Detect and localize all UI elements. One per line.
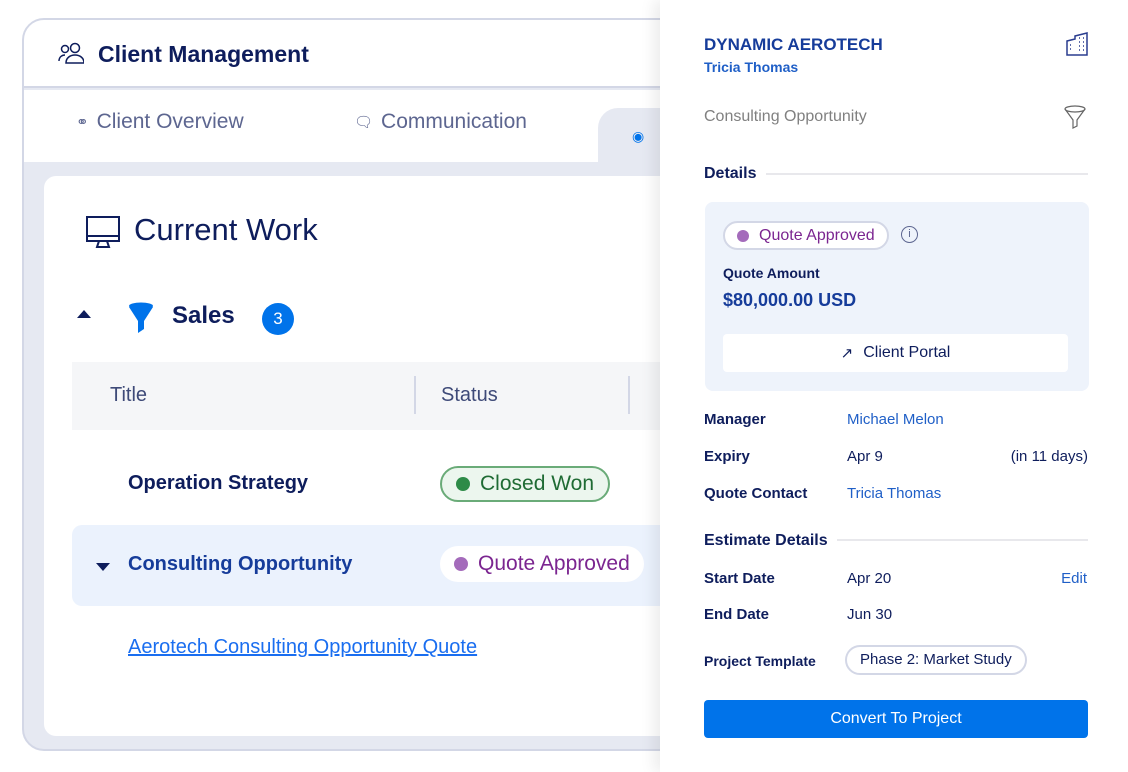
status-dot (737, 229, 749, 242)
column-divider[interactable] (414, 376, 416, 414)
tab-communication[interactable]: 🗨 Communication (354, 110, 527, 133)
edit-link[interactable]: Edit (1061, 570, 1087, 587)
row-title[interactable]: Consulting Opportunity (128, 553, 353, 575)
users-icon (58, 42, 84, 64)
manager-value[interactable]: Michael Melon (847, 411, 944, 428)
funnel-icon (129, 302, 153, 333)
manager-label: Manager (704, 411, 766, 428)
start-date-value: Apr 20 (847, 570, 892, 587)
funnel-outline-icon (1064, 105, 1086, 129)
quote-box: Quote Approved i Quote Amount $80,000.00… (705, 202, 1089, 391)
building-icon (1066, 32, 1088, 56)
project-template-chip[interactable]: Phase 2: Market Study (845, 645, 1027, 675)
group-label: Sales (172, 302, 235, 329)
divider (837, 539, 1088, 541)
detail-panel: DYNAMIC AEROTECH Tricia Thomas Consultin… (660, 0, 1128, 772)
column-divider[interactable] (628, 376, 630, 414)
quote-link[interactable]: Aerotech Consulting Opportunity Quote (128, 636, 478, 658)
project-template-label: Project Template (704, 653, 816, 669)
quote-amount-label: Quote Amount (723, 265, 820, 281)
expiry-value: Apr 9 (847, 448, 883, 465)
status-dot (456, 477, 470, 491)
start-date-label: Start Date (704, 570, 775, 587)
quote-contact-label: Quote Contact (704, 485, 808, 502)
status-badge: Quote Approved (723, 221, 889, 250)
end-date-label: End Date (704, 606, 770, 623)
table-row[interactable]: Operation Strategy Closed Won (72, 446, 1104, 526)
row-title[interactable]: Operation Strategy (128, 472, 309, 494)
expand-caret-icon[interactable] (96, 563, 110, 571)
client-portal-button[interactable]: ↗ Client Portal (723, 334, 1068, 372)
section-title: Current Work (134, 212, 318, 247)
status-badge: Closed Won (440, 466, 611, 502)
external-link-icon: ↗ (840, 345, 854, 362)
binoculars-icon: ⚭ (76, 114, 89, 131)
collapse-caret-icon[interactable] (77, 310, 91, 318)
estimate-heading: Estimate Details (704, 532, 828, 549)
expiry-relative: (in 11 days) (1010, 448, 1088, 465)
company-name: DYNAMIC AEROTECH (704, 35, 883, 54)
quote-amount: $80,000.00 USD (723, 290, 857, 310)
tab-client-overview[interactable]: ⚭ Client Overview (76, 110, 244, 133)
monitor-icon (86, 216, 120, 248)
status-dot (454, 557, 468, 571)
details-heading: Details (704, 165, 757, 182)
page-title: Client Management (98, 41, 309, 67)
coins-icon: ◉ (632, 128, 645, 144)
column-status[interactable]: Status (441, 384, 498, 406)
chat-icon: 🗨 (354, 114, 374, 131)
expiry-label: Expiry (704, 448, 750, 465)
status-badge: Quote Approved (440, 546, 644, 582)
end-date-value: Jun 30 (847, 606, 893, 623)
contact-name[interactable]: Tricia Thomas (704, 59, 799, 75)
column-title[interactable]: Title (110, 384, 148, 406)
count-badge: 3 (262, 303, 294, 335)
quote-contact-value[interactable]: Tricia Thomas (847, 485, 942, 502)
info-icon[interactable]: i (901, 226, 918, 243)
convert-to-project-button[interactable]: Convert To Project (704, 700, 1088, 738)
divider (766, 173, 1088, 175)
opportunity-name: Consulting Opportunity (704, 108, 867, 125)
